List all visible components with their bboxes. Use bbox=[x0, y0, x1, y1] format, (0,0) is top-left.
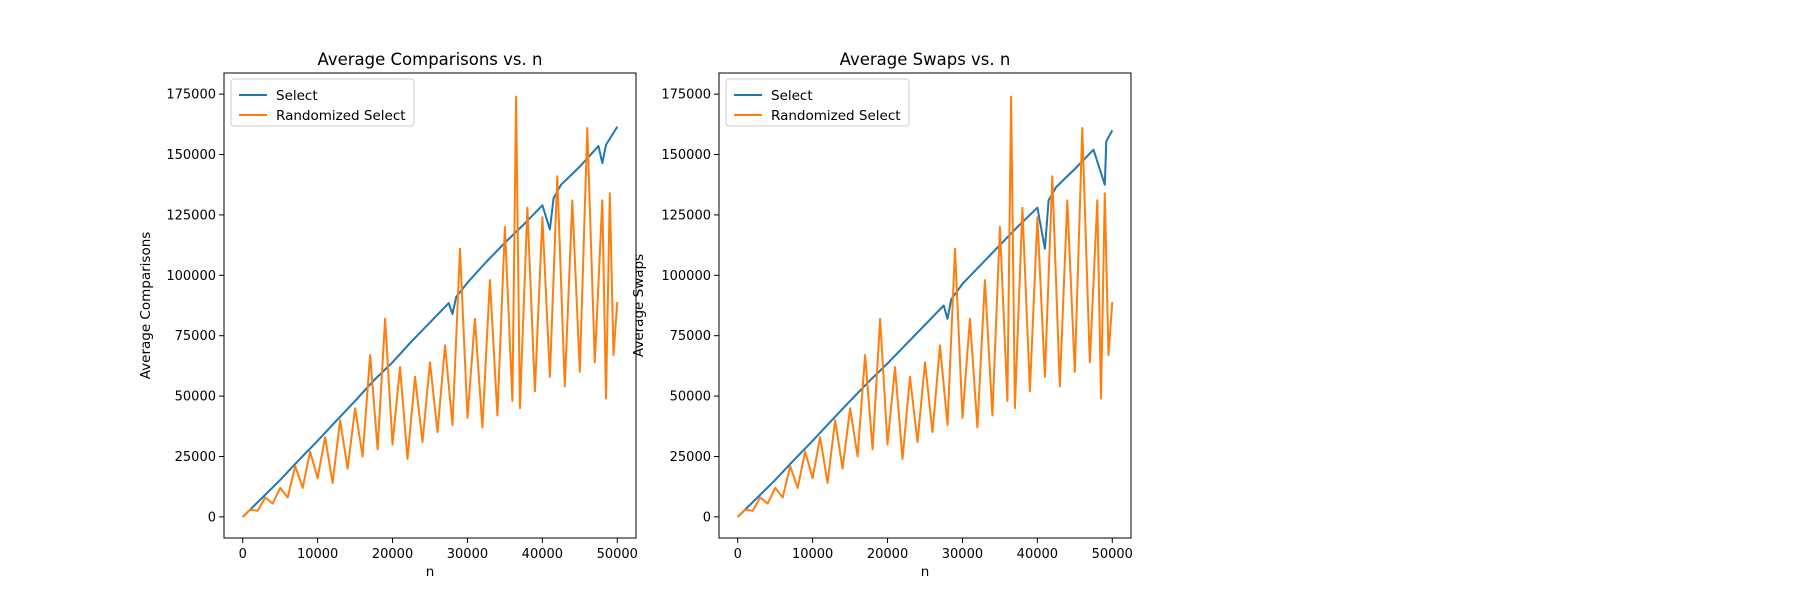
y-tick-label: 150000 bbox=[661, 148, 711, 163]
y-tick-label: 25000 bbox=[175, 450, 216, 465]
legend: Select Randomized Select bbox=[725, 78, 910, 127]
chart-2: 0 10000 20000 30000 40000 50000 0 25000 50000 750… bbox=[631, 50, 1133, 580]
y-tick-label: 125000 bbox=[166, 208, 216, 223]
y-tick-label: 100000 bbox=[661, 269, 711, 284]
x-tick-label: 50000 bbox=[597, 547, 638, 562]
x-tick-label: 30000 bbox=[942, 547, 983, 562]
y-tick-label: 100000 bbox=[166, 269, 216, 284]
x-tick-label: 10000 bbox=[792, 547, 833, 562]
plot-frame bbox=[223, 72, 637, 539]
legend-label: Randomized Select bbox=[276, 108, 406, 124]
chart-title: Average Swaps vs. n bbox=[840, 50, 1011, 69]
series-line-randomized-select bbox=[242, 95, 619, 518]
legend-box bbox=[230, 78, 415, 127]
x-axis-label: n bbox=[921, 564, 930, 580]
x-tick-label: 30000 bbox=[447, 547, 488, 562]
y-tick-label: 50000 bbox=[670, 390, 711, 405]
series-line-select bbox=[737, 129, 1114, 518]
y-tick-label: 0 bbox=[208, 510, 216, 525]
y-tick-label: 50000 bbox=[175, 390, 216, 405]
chart-1: 0 10000 20000 30000 40000 50000 0 25000 50000 750… bbox=[138, 50, 638, 580]
y-tick-label: 75000 bbox=[670, 329, 711, 344]
x-tick-label: 50000 bbox=[1092, 547, 1133, 562]
y-tick-label: 0 bbox=[703, 510, 711, 525]
y-tick-label: 75000 bbox=[175, 329, 216, 344]
series-line-select bbox=[242, 126, 619, 518]
legend-label: Randomized Select bbox=[771, 108, 901, 124]
chart-title: Average Comparisons vs. n bbox=[318, 50, 543, 69]
x-tick-label: 10000 bbox=[297, 547, 338, 562]
x-tick-label: 20000 bbox=[867, 547, 908, 562]
x-tick-label: 40000 bbox=[522, 547, 563, 562]
legend-label: Select bbox=[276, 88, 318, 104]
legend: Select Randomized Select bbox=[230, 78, 415, 127]
legend-label: Select bbox=[771, 88, 813, 104]
y-tick-label: 125000 bbox=[661, 208, 711, 223]
x-tick-label: 40000 bbox=[1017, 547, 1058, 562]
y-tick-label: 25000 bbox=[670, 450, 711, 465]
y-axis-label: Average Swaps bbox=[631, 254, 647, 357]
x-tick-label: 0 bbox=[239, 547, 247, 562]
y-tick-label: 175000 bbox=[166, 88, 216, 103]
series-line-randomized-select bbox=[737, 95, 1114, 518]
y-tick-label: 175000 bbox=[661, 88, 711, 103]
x-tick-label: 0 bbox=[734, 547, 742, 562]
x-tick-label: 20000 bbox=[372, 547, 413, 562]
y-tick-label: 150000 bbox=[166, 148, 216, 163]
legend-box bbox=[725, 78, 910, 127]
y-axis-label: Average Comparisons bbox=[138, 232, 154, 380]
x-axis-label: n bbox=[426, 564, 435, 580]
plot-frame bbox=[718, 72, 1132, 539]
